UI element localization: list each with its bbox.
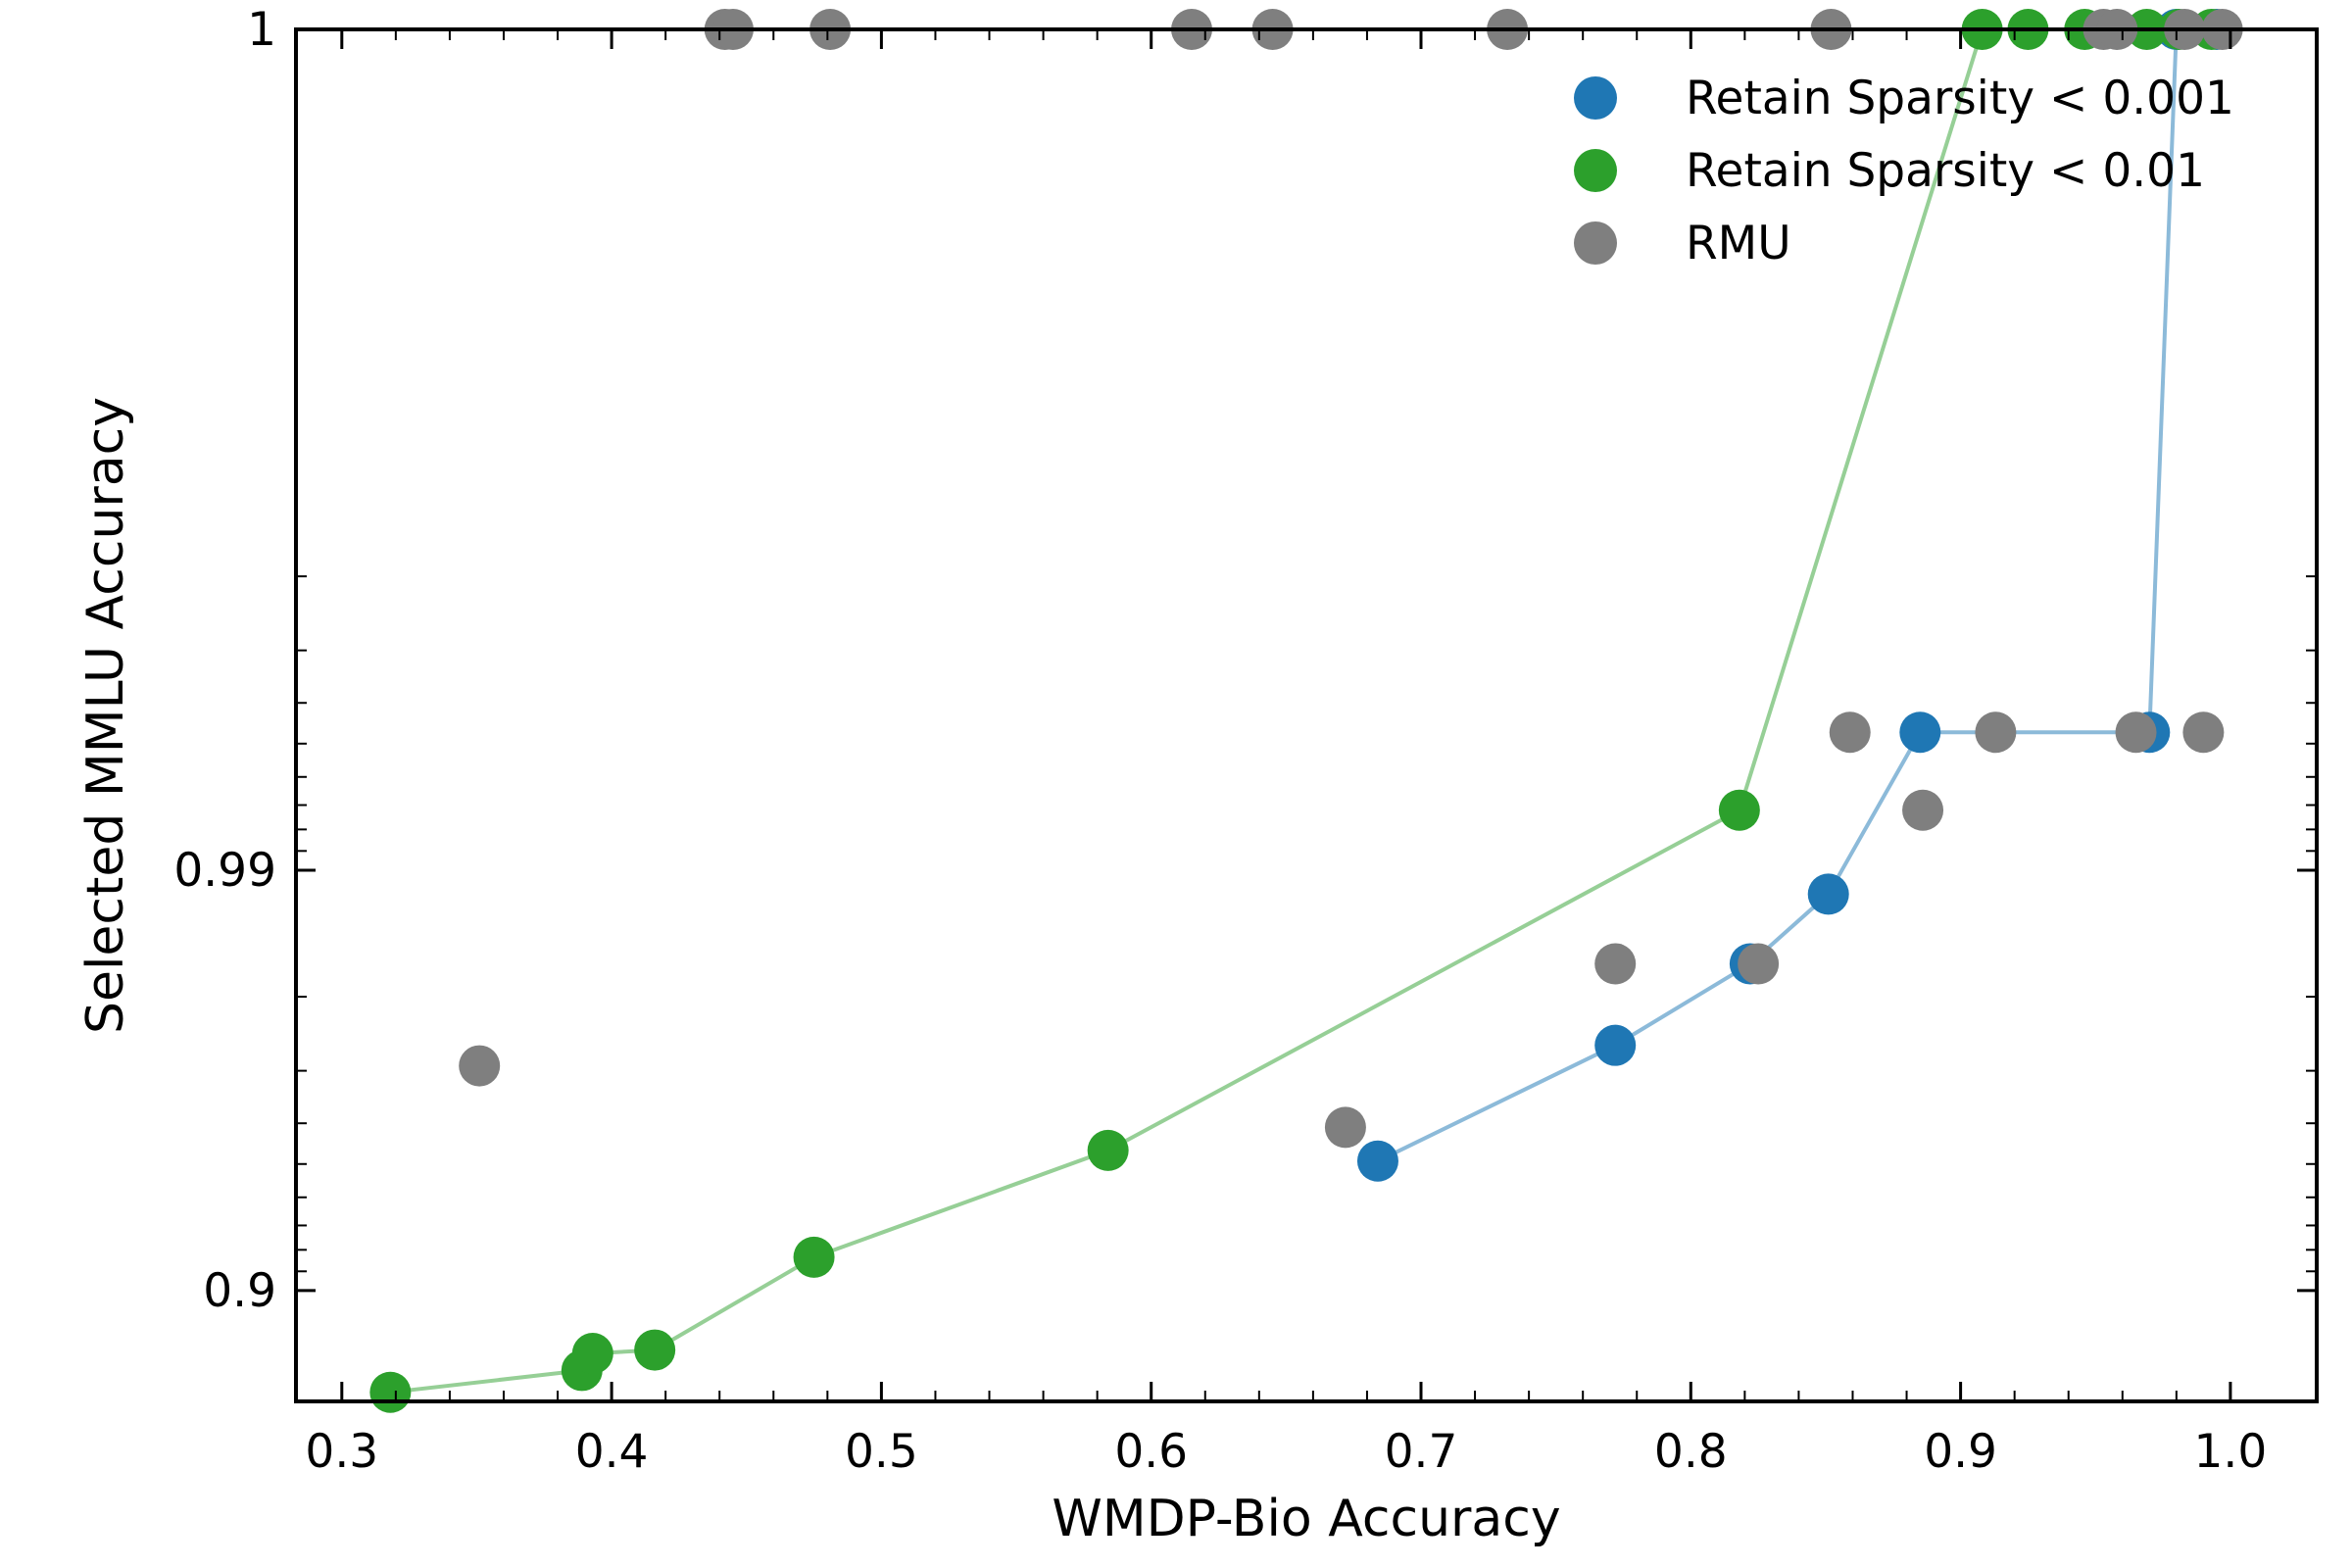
point-rmu — [2182, 711, 2225, 754]
legend-label: Retain Sparsity < 0.001 — [1686, 72, 2234, 125]
point-rmu — [459, 1045, 501, 1087]
point-retain-sparsity-0-01 — [571, 1333, 613, 1375]
point-retain-sparsity-0-001 — [1356, 1140, 1398, 1182]
point-retain-sparsity-0-001 — [1899, 711, 1941, 754]
legend-label: RMU — [1686, 217, 1791, 270]
x-tick-label: 0.3 — [305, 1425, 378, 1479]
legend: Retain Sparsity < 0.001 Retain Sparsity <… — [1574, 72, 2234, 270]
point-rmu — [1902, 789, 1944, 831]
point-retain-sparsity-0-01 — [1087, 1129, 1129, 1171]
x-axis-label: WMDP-Bio Accuracy — [1052, 1490, 1560, 1548]
legend-label: Retain Sparsity < 0.01 — [1686, 144, 2205, 198]
point-rmu — [1324, 1106, 1366, 1149]
series-line-retain-sparsity-0-001 — [1377, 27, 2218, 1163]
point-rmu — [1738, 943, 1780, 985]
point-retain-sparsity-0-01 — [793, 1236, 835, 1278]
x-tick-label: 0.4 — [575, 1425, 649, 1479]
point-retain-sparsity-0-001 — [1807, 873, 1849, 915]
y-axis-label: Selected MMLU Accuracy — [76, 397, 135, 1034]
tick-labels: 0.3 0.4 0.5 0.6 0.7 0.8 0.9 1.0 0.9 0.99 1 — [173, 3, 2267, 1479]
x-tick-label: 0.6 — [1114, 1425, 1188, 1479]
x-tick-label: 1.0 — [2194, 1425, 2268, 1479]
axis-ticks — [296, 27, 2317, 1401]
point-retain-sparsity-0-01 — [369, 1371, 412, 1413]
point-retain-sparsity-0-01 — [1718, 789, 1760, 831]
series-line-retain-sparsity-0-01 — [390, 27, 2212, 1395]
y-tick-label: 0.99 — [173, 844, 276, 898]
x-tick-label: 0.9 — [1924, 1425, 1997, 1479]
legend-marker — [1574, 221, 1617, 265]
y-tick-label: 0.9 — [203, 1264, 276, 1318]
legend-marker — [1574, 76, 1617, 120]
point-rmu — [1829, 711, 1871, 754]
point-rmu — [1594, 943, 1637, 985]
x-tick-label: 0.8 — [1654, 1425, 1728, 1479]
plot-frame — [294, 27, 2319, 1403]
x-tick-label: 0.5 — [845, 1425, 918, 1479]
y-tick-label: 1 — [247, 3, 276, 57]
point-rmu — [1975, 711, 2017, 754]
point-retain-sparsity-0-01 — [634, 1329, 676, 1371]
series-lines — [390, 27, 2218, 1395]
point-rmu — [2115, 711, 2157, 754]
legend-marker — [1574, 149, 1617, 192]
x-tick-label: 0.7 — [1385, 1425, 1458, 1479]
point-retain-sparsity-0-001 — [1594, 1024, 1637, 1066]
data-points — [369, 9, 2243, 1413]
